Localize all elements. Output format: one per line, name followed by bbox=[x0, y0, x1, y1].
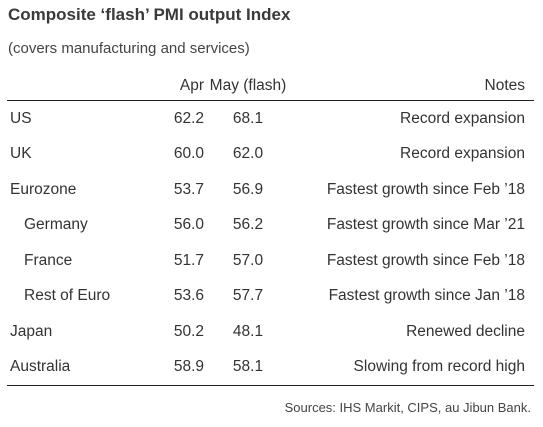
notes-cell: Fastest growth since Jan ’18 bbox=[328, 287, 525, 305]
may-flash-value-cell: 62.0 bbox=[232, 145, 264, 163]
apr-value-cell: 56.0 bbox=[173, 216, 204, 234]
may-flash-value-cell: 56.2 bbox=[232, 216, 264, 234]
apr-value-cell: 50.2 bbox=[173, 322, 204, 340]
header-apr: Apr bbox=[162, 71, 204, 101]
header-may-flash: May (flash) bbox=[204, 71, 292, 101]
apr-value-cell: 58.9 bbox=[162, 349, 204, 386]
apr-value-cell: 62.2 bbox=[173, 109, 204, 127]
region-cell: Germany bbox=[24, 216, 88, 234]
region-cell: UK bbox=[10, 145, 32, 163]
apr-value-cell: 53.6 bbox=[173, 287, 204, 305]
may-flash-value-cell: 68.1 bbox=[232, 109, 264, 127]
table-body: US 62.2 68.1 Record expansion UK 60.0 62.0 Reco… bbox=[7, 101, 534, 386]
table-row: Rest of Euro 53.6 57.7 Fastest growth since… bbox=[7, 279, 534, 315]
may-flash-value-cell: 48.1 bbox=[232, 322, 264, 340]
region-cell: Eurozone bbox=[10, 180, 77, 198]
apr-value-cell: 51.7 bbox=[173, 251, 204, 269]
table-row: Eurozone 53.7 56.9 Fastest growth since Feb… bbox=[7, 172, 534, 208]
region-cell: France bbox=[24, 251, 73, 269]
may-flash-value-cell: 56.9 bbox=[232, 180, 264, 198]
table-subtitle: (covers manufacturing and services) bbox=[8, 40, 250, 57]
table-row: Germany 56.0 56.2 Fastest growth since Mar … bbox=[7, 208, 534, 244]
source-note: Sources: IHS Markit, CIPS, au Jibun Bank… bbox=[284, 400, 531, 415]
notes-cell: Fastest growth since Feb ’18 bbox=[326, 180, 525, 198]
table-row: US 62.2 68.1 Record expansion bbox=[7, 101, 534, 137]
table-title: Composite ‘flash’ PMI output Index bbox=[8, 5, 291, 24]
notes-cell: Record expansion bbox=[400, 145, 525, 163]
table-row: Japan 50.2 48.1 Renewed decline bbox=[7, 314, 534, 350]
region-cell: Australia bbox=[7, 349, 162, 386]
notes-cell: Fastest growth since Feb ’18 bbox=[326, 251, 525, 269]
header-region bbox=[7, 71, 162, 101]
may-flash-value-cell: 58.1 bbox=[204, 349, 292, 386]
may-flash-value-cell: 57.7 bbox=[232, 287, 264, 305]
region-cell: US bbox=[10, 109, 32, 127]
apr-value-cell: 60.0 bbox=[173, 145, 204, 163]
may-flash-value-cell: 57.0 bbox=[232, 251, 264, 269]
header-row: Apr May (flash) Notes bbox=[7, 71, 534, 101]
table-row: France 51.7 57.0 Fastest growth since Feb ’… bbox=[7, 243, 534, 279]
notes-cell: Fastest growth since Mar ’21 bbox=[326, 216, 525, 234]
notes-cell: Record expansion bbox=[400, 109, 525, 127]
header-notes: Notes bbox=[292, 71, 534, 101]
apr-value-cell: 53.7 bbox=[173, 180, 204, 198]
region-cell: Japan bbox=[10, 322, 53, 340]
table-row: UK 60.0 62.0 Record expansion bbox=[7, 137, 534, 173]
table-row: Australia 58.9 58.1 Slowing from record hig… bbox=[7, 349, 534, 386]
pmi-table: Apr May (flash) Notes US 62.2 68.1 Record e… bbox=[7, 71, 534, 386]
region-cell: Rest of Euro bbox=[24, 287, 111, 305]
notes-cell: Slowing from record high bbox=[292, 349, 534, 386]
notes-cell: Renewed decline bbox=[406, 322, 525, 340]
